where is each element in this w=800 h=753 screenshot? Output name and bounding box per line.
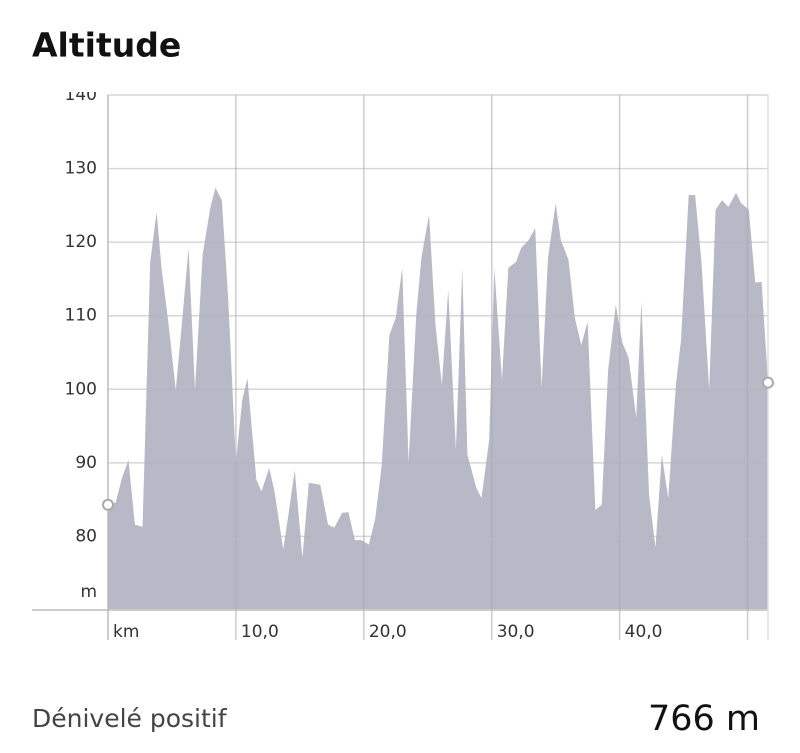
y-tick-label: 110 — [65, 306, 97, 326]
y-tick-label: 130 — [65, 159, 97, 179]
y-tick-label: 80 — [75, 526, 97, 546]
y-unit-label: m — [80, 582, 97, 602]
y-tick-label: 90 — [75, 453, 97, 473]
y-tick-label: 100 — [65, 379, 97, 399]
x-tick-label: km — [113, 622, 139, 642]
end-marker — [762, 376, 774, 389]
x-tick-label: 30,0 — [497, 622, 535, 642]
x-tick-label: 10,0 — [241, 622, 279, 642]
plot: 80 90 100 110 120 130 140 mkm 10,0 20,0 30,0 40,0 — [32, 85, 769, 642]
area — [108, 187, 768, 610]
stat-label: Dénivelé positif — [32, 704, 228, 733]
chart-title: Altitude — [32, 26, 181, 65]
end-marker — [102, 498, 114, 511]
y-tick-label: 140 — [65, 85, 97, 105]
x-tick-label: 40,0 — [625, 622, 663, 642]
x-tick-label: 20,0 — [369, 622, 407, 642]
y-tick-label: 120 — [65, 232, 97, 252]
stat-value: 766 m — [648, 699, 760, 739]
